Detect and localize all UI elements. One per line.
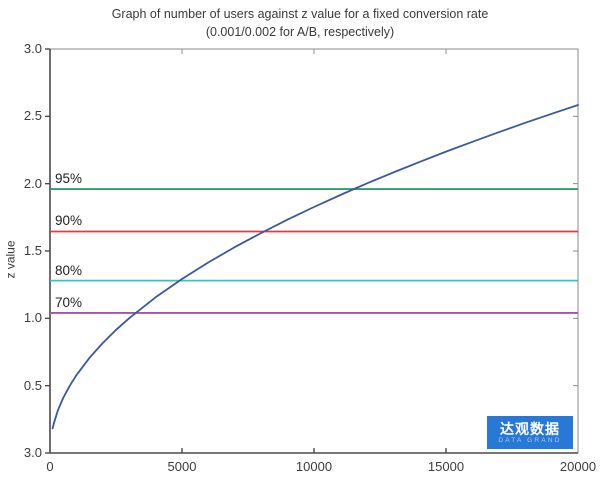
curve-series — [51, 104, 579, 430]
chart-subtitle: (0.001/0.002 for A/B, respectively) — [205, 25, 395, 39]
y-tick-label: 1.5 — [23, 243, 42, 258]
y-tick-label: 3.0 — [23, 445, 42, 460]
y-tick-label: 1.0 — [23, 310, 42, 326]
logo-watermark: 达观数据 DATA GRAND — [487, 416, 573, 449]
x-tick-label: 0 — [46, 459, 54, 474]
reference-line-label: 70% — [55, 294, 83, 310]
x-tick-label: 5000 — [167, 459, 197, 474]
x-tick-label: 20000 — [559, 459, 597, 474]
y-tick-label: 3.0 — [23, 41, 42, 56]
reference-line-label: 90% — [55, 213, 83, 229]
logo-text-en: DATA GRAND — [498, 436, 562, 444]
x-tick-label: 15000 — [427, 459, 465, 474]
y-tick-label: 2.5 — [23, 108, 42, 124]
logo-text-cn: 达观数据 — [500, 420, 560, 437]
y-tick-label: 0.5 — [23, 377, 42, 393]
reference-line-label: 95% — [55, 171, 83, 187]
reference-line-label: 80% — [55, 262, 83, 278]
axes — [49, 49, 578, 454]
plot-border — [49, 48, 579, 454]
x-tick-label: 10000 — [295, 459, 333, 474]
y-tick-label: 2.0 — [23, 175, 42, 191]
chart-title: Graph of number of users against z value… — [111, 7, 489, 21]
